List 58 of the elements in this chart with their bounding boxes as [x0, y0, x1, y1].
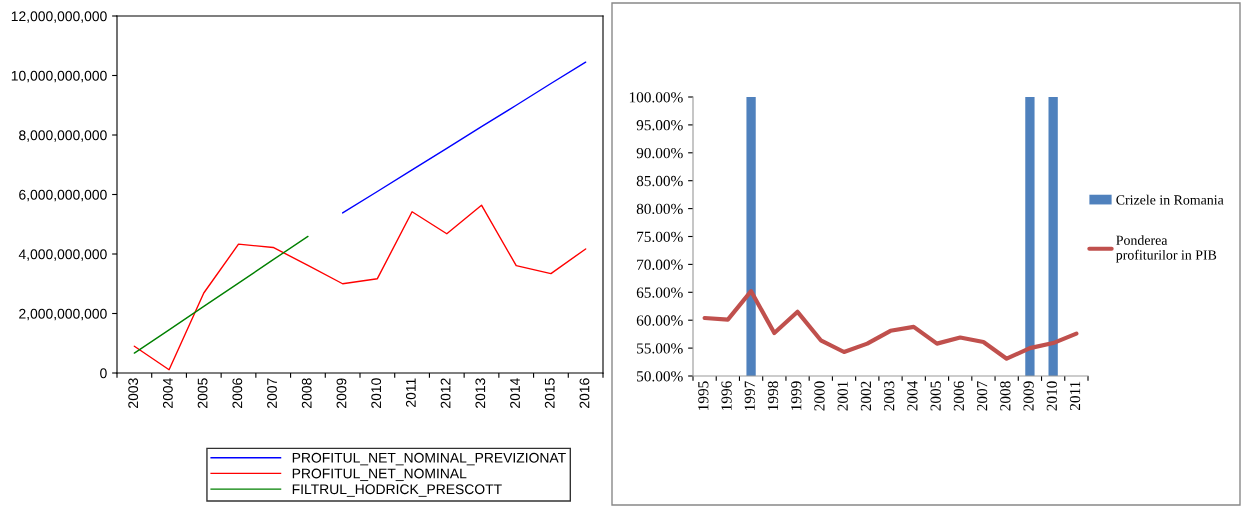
y-tick-label: 60.00% [636, 315, 683, 326]
x-tick-label: 2013 [475, 378, 486, 408]
x-tick-label: 2003 [884, 381, 895, 411]
y-tick-label: 50.00% [637, 371, 683, 382]
legend-label: PROFITUL_NET_NOMINAL_PREVIZIONAT [292, 452, 566, 466]
x-tick-label: 1999 [791, 381, 802, 410]
x-tick-label: 2014 [510, 378, 520, 408]
x-tick-label: 2001 [837, 381, 848, 411]
y-tick-label: 2,000,000,000 [19, 308, 107, 321]
x-tick-label: 2010 [1046, 381, 1057, 411]
legend-label: Crizele in Romania [1116, 194, 1224, 205]
x-tick-label: 2008 [1000, 381, 1011, 411]
line-series [133, 235, 309, 354]
y-tick-label: 12,000,000,000 [11, 11, 107, 23]
x-tick-label: 2009 [1023, 381, 1034, 411]
y-tick-label: 8,000,000,000 [19, 130, 107, 142]
x-tick-label: 2009 [336, 378, 347, 408]
x-tick-label: 2011 [1069, 381, 1081, 411]
x-tick-label: 2004 [162, 378, 173, 408]
y-tick-label: 10,000,000,000 [11, 70, 107, 83]
x-tick-label: 2015 [544, 378, 555, 408]
x-tick-label: 2016 [579, 378, 590, 408]
x-tick-label: 2006 [953, 381, 965, 411]
y-tick-label: 100.00% [629, 92, 683, 103]
x-tick-label: 2000 [814, 381, 825, 411]
y-tick-label: 85.00% [636, 175, 683, 187]
y-tick-label: 4,000,000,000 [18, 249, 107, 261]
x-tick-label: 2006 [232, 378, 243, 408]
x-tick-label: 2007 [976, 381, 988, 411]
y-tick-label: 80.00% [636, 203, 683, 215]
x-tick-label: 2007 [267, 378, 277, 408]
x-tick-label: 2002 [860, 381, 872, 411]
x-tick-label: 2003 [128, 378, 139, 408]
y-tick-label: 75.00% [637, 231, 683, 243]
line-series [702, 289, 1079, 361]
y-tick-label: 65.00% [636, 287, 683, 298]
legend-label: FILTRUL_HODRICK_PRESCOTT [292, 484, 502, 497]
x-tick-label: 2005 [197, 378, 208, 408]
y-tick-label: 95.00% [636, 120, 683, 131]
line-series [341, 61, 587, 214]
y-tick-label: 0 [100, 368, 107, 379]
x-tick-label: 1997 [744, 381, 755, 410]
x-tick-label: 1995 [698, 381, 709, 410]
x-tick-label: 1998 [767, 381, 779, 410]
x-tick-label: 2008 [301, 378, 312, 408]
legend-label: PROFITUL_NET_NOMINAL [292, 468, 467, 482]
y-tick-label: 70.00% [637, 259, 683, 270]
x-tick-label: 2012 [440, 378, 451, 408]
y-tick-label: 90.00% [636, 147, 683, 159]
x-tick-label: 2005 [930, 381, 941, 411]
y-tick-label: 55.00% [637, 343, 683, 354]
x-tick-label: 2011 [405, 378, 416, 407]
x-tick-label: 2004 [907, 380, 918, 411]
x-tick-label: 2010 [371, 378, 382, 408]
x-tick-label: 1996 [721, 381, 732, 410]
y-tick-label: 6,000,000,000 [19, 189, 107, 202]
line-series [133, 204, 587, 371]
legend-label: Ponderea profiturilor in PIB [1116, 235, 1217, 263]
